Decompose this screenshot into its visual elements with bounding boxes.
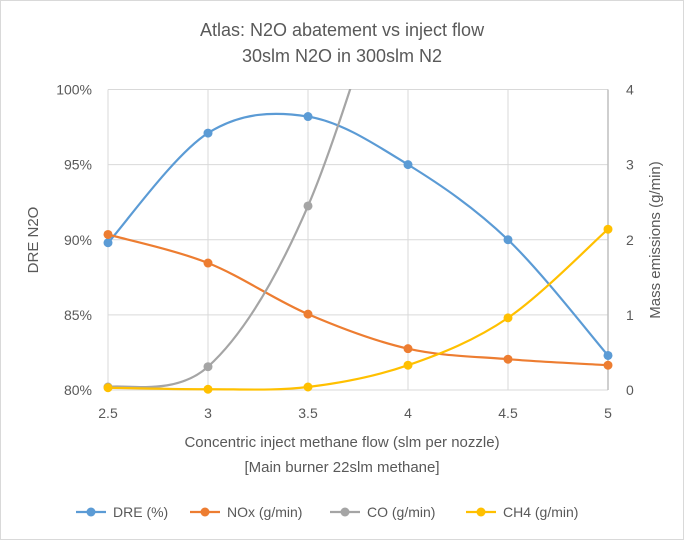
y2-tick-label: 4 <box>626 82 634 98</box>
legend-marker-dre <box>86 507 96 517</box>
y-tick-label: 100% <box>56 82 92 98</box>
data-point-dre <box>503 235 513 245</box>
legend-marker-co <box>340 507 350 517</box>
data-point-dre <box>203 128 213 138</box>
y2-tick-label: 1 <box>626 307 634 323</box>
data-point-nox <box>303 309 313 319</box>
x-tick-label: 4 <box>404 405 412 421</box>
legend-label: DRE (%) <box>113 504 168 520</box>
data-point-ch4 <box>203 384 213 394</box>
y-tick-label: 90% <box>64 232 92 248</box>
series-line-co <box>108 89 352 389</box>
data-point-nox <box>203 258 213 268</box>
data-point-co <box>303 201 313 211</box>
legend-label: CH4 (g/min) <box>503 504 578 520</box>
y2-axis-label: Mass emissions (g/min) <box>647 161 664 319</box>
chart-title: Atlas: N2O abatement vs inject flow <box>200 20 485 40</box>
series-line-nox <box>108 233 609 367</box>
legend-marker-nox <box>200 507 210 517</box>
y2-tick-label: 3 <box>626 157 634 173</box>
legend-label: CO (g/min) <box>367 504 435 520</box>
series-line-dre <box>108 112 609 357</box>
data-point-nox <box>103 229 113 239</box>
data-point-dre <box>403 160 413 170</box>
legend-label: NOx (g/min) <box>227 504 302 520</box>
y-tick-label: 80% <box>64 382 92 398</box>
data-point-ch4 <box>103 383 113 393</box>
data-point-co <box>203 362 213 372</box>
legend-item-dre: DRE (%) <box>76 504 168 520</box>
data-point-ch4 <box>303 382 313 392</box>
legend-item-co: CO (g/min) <box>330 504 435 520</box>
series-line-ch4 <box>108 228 609 391</box>
legend-marker-ch4 <box>476 507 486 517</box>
x-axis-label-secondary: [Main burner 22slm methane] <box>244 459 439 476</box>
x-tick-label: 2.5 <box>98 405 118 421</box>
y2-tick-label: 0 <box>626 382 634 398</box>
data-point-nox <box>403 344 413 354</box>
data-point-ch4 <box>603 224 613 234</box>
y2-tick-label: 2 <box>626 232 634 248</box>
data-point-dre <box>103 238 113 248</box>
legend-item-ch4: CH4 (g/min) <box>466 504 578 520</box>
data-point-ch4 <box>503 313 513 323</box>
data-point-dre <box>603 350 613 360</box>
data-point-nox <box>503 354 513 364</box>
x-tick-label: 3 <box>204 405 212 421</box>
legend-item-nox: NOx (g/min) <box>190 504 302 520</box>
y-tick-label: 85% <box>64 307 92 323</box>
x-tick-label: 3.5 <box>298 405 318 421</box>
y-tick-label: 95% <box>64 157 92 173</box>
x-tick-label: 4.5 <box>498 405 518 421</box>
x-axis-label: Concentric inject methane flow (slm per … <box>184 434 499 451</box>
chart-subtitle: 30slm N2O in 300slm N2 <box>242 46 442 66</box>
x-tick-label: 5 <box>604 405 612 421</box>
y-axis-label: DRE N2O <box>25 207 42 274</box>
data-point-ch4 <box>403 360 413 370</box>
data-point-nox <box>603 360 613 370</box>
data-point-dre <box>303 112 313 122</box>
